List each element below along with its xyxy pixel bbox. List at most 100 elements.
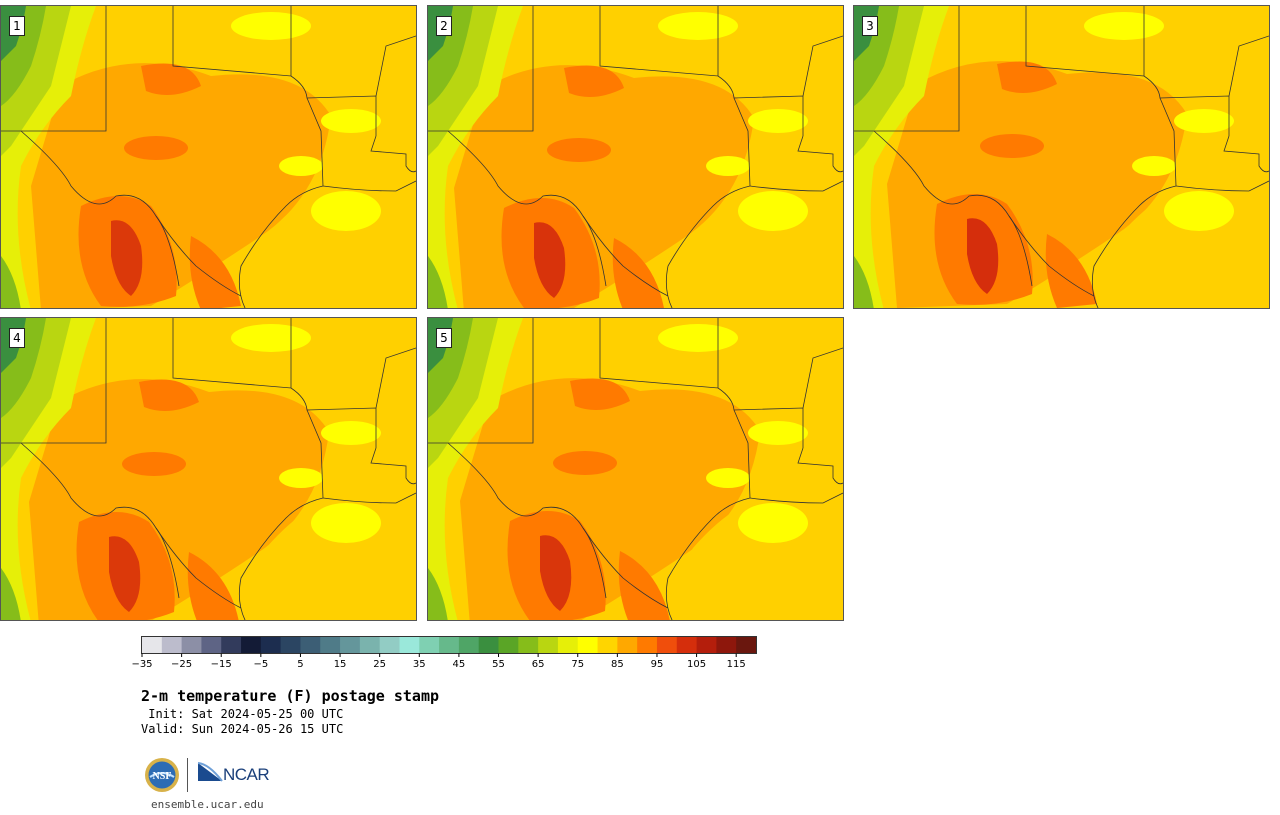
hot-spot (547, 138, 611, 162)
texas-coast (665, 97, 751, 308)
rio-grande-border (873, 130, 1095, 297)
state-border (428, 318, 534, 444)
state-border (599, 6, 719, 77)
colorbar-tick-label: 35 (412, 659, 426, 670)
colorbar-tick-label: 15 (333, 659, 347, 670)
colorbar-tick-label: −25 (171, 659, 193, 670)
coastal-hot-region (187, 552, 239, 620)
hottest-region (967, 218, 999, 294)
colorbar-bin (637, 636, 658, 654)
member-label: 2 (436, 16, 452, 36)
colorbar-bin (518, 636, 539, 654)
colorbar-bin (617, 636, 638, 654)
state-border (802, 35, 843, 97)
colorbar-bin (557, 636, 579, 654)
temperature-map (428, 6, 843, 308)
cool-patch (321, 109, 381, 133)
hot-spot (980, 134, 1044, 158)
texas-coast (238, 409, 324, 620)
colorbar-bin (221, 636, 242, 654)
colorbar-bin (656, 636, 678, 654)
logo-divider (187, 758, 188, 792)
colorbar-bin (478, 636, 499, 654)
gulf-coastline (322, 180, 416, 192)
colorbar-bin (300, 636, 321, 654)
state-border (370, 447, 416, 485)
gulf-coastline (1175, 180, 1269, 192)
member-label: 1 (9, 16, 25, 36)
hot-spot (124, 136, 188, 160)
hottest-region (111, 220, 143, 296)
state-border (172, 318, 292, 389)
state-border (155, 527, 180, 599)
coastal-hot-region (618, 551, 670, 620)
colorbar-tick-label: 105 (687, 659, 707, 670)
state-border (582, 215, 607, 287)
valid-time: Valid: Sun 2024-05-26 15 UTC (141, 722, 344, 736)
cool-patch (706, 156, 750, 176)
colorbar-bin (538, 636, 559, 654)
hottest-region (109, 536, 141, 612)
hot-spot (553, 451, 617, 475)
init-time: Init: Sat 2024-05-25 00 UTC (141, 707, 344, 721)
colorbar-bin (716, 636, 737, 654)
gulf-cool-patch (311, 503, 381, 543)
state-border (1223, 135, 1269, 173)
map-panel-4: 4 (0, 317, 417, 621)
colorbar-bin (696, 636, 717, 654)
colorbar-bin (340, 636, 361, 654)
colorbar-bin (359, 636, 381, 654)
texas-coast (238, 97, 324, 308)
gulf-coastline (749, 180, 843, 192)
svg-text:NSF: NSF (153, 771, 172, 782)
colorbar-bin (260, 636, 282, 654)
product-title: 2-m temperature (F) postage stamp (141, 687, 440, 705)
gulf-cool-patch (738, 503, 808, 543)
state-border (155, 215, 180, 287)
map-panel-2: 2 (427, 5, 844, 309)
colorbar-tick-label: 85 (610, 659, 624, 670)
colorbar-bin (201, 636, 222, 654)
cold-region (1, 568, 21, 620)
colorbar-bin (399, 636, 420, 654)
state-border (1008, 215, 1033, 287)
cool-patch (706, 468, 750, 488)
colorbar-tick-label: 115 (726, 659, 746, 670)
cold-region (854, 256, 874, 308)
coastal-hot-region (1045, 234, 1097, 308)
state-border (599, 318, 719, 389)
colorbar-bin (280, 636, 301, 654)
hot-spot (564, 65, 624, 97)
rio-grande-border (447, 130, 669, 297)
colorbar-tick-label: 95 (650, 659, 664, 670)
colorbar-bin (320, 636, 341, 654)
temperature-colorbar (141, 636, 757, 657)
temperature-map (428, 318, 843, 620)
member-label: 5 (436, 328, 452, 348)
cold-region (428, 568, 448, 620)
colorbar-bin (419, 636, 440, 654)
cool-patch (321, 421, 381, 445)
colorbar-frame (141, 636, 757, 654)
state-border (1, 6, 107, 132)
colorbar-bin (241, 636, 262, 654)
colorbar-tick-label: 5 (297, 659, 304, 670)
colorbar-bin (577, 636, 598, 654)
cool-patch (658, 324, 738, 352)
gulf-cool-patch (311, 191, 381, 231)
cold-region (428, 256, 448, 308)
cool-patch (748, 421, 808, 445)
state-border (1228, 35, 1269, 97)
map-panel-3: 3 (853, 5, 1270, 309)
hot-spot (139, 379, 199, 411)
site-url: ensemble.ucar.edu (151, 798, 264, 811)
colorbar-bin (439, 636, 460, 654)
colorbar-tick-label: −15 (210, 659, 232, 670)
state-border (1, 318, 107, 444)
state-border (802, 347, 843, 409)
state-border (370, 135, 416, 173)
colorbar-bin (161, 636, 183, 654)
rio-grande-border (20, 442, 242, 609)
colorbar-tick-label: −35 (131, 659, 153, 670)
ncar-logo-text: NCAR (223, 765, 270, 784)
